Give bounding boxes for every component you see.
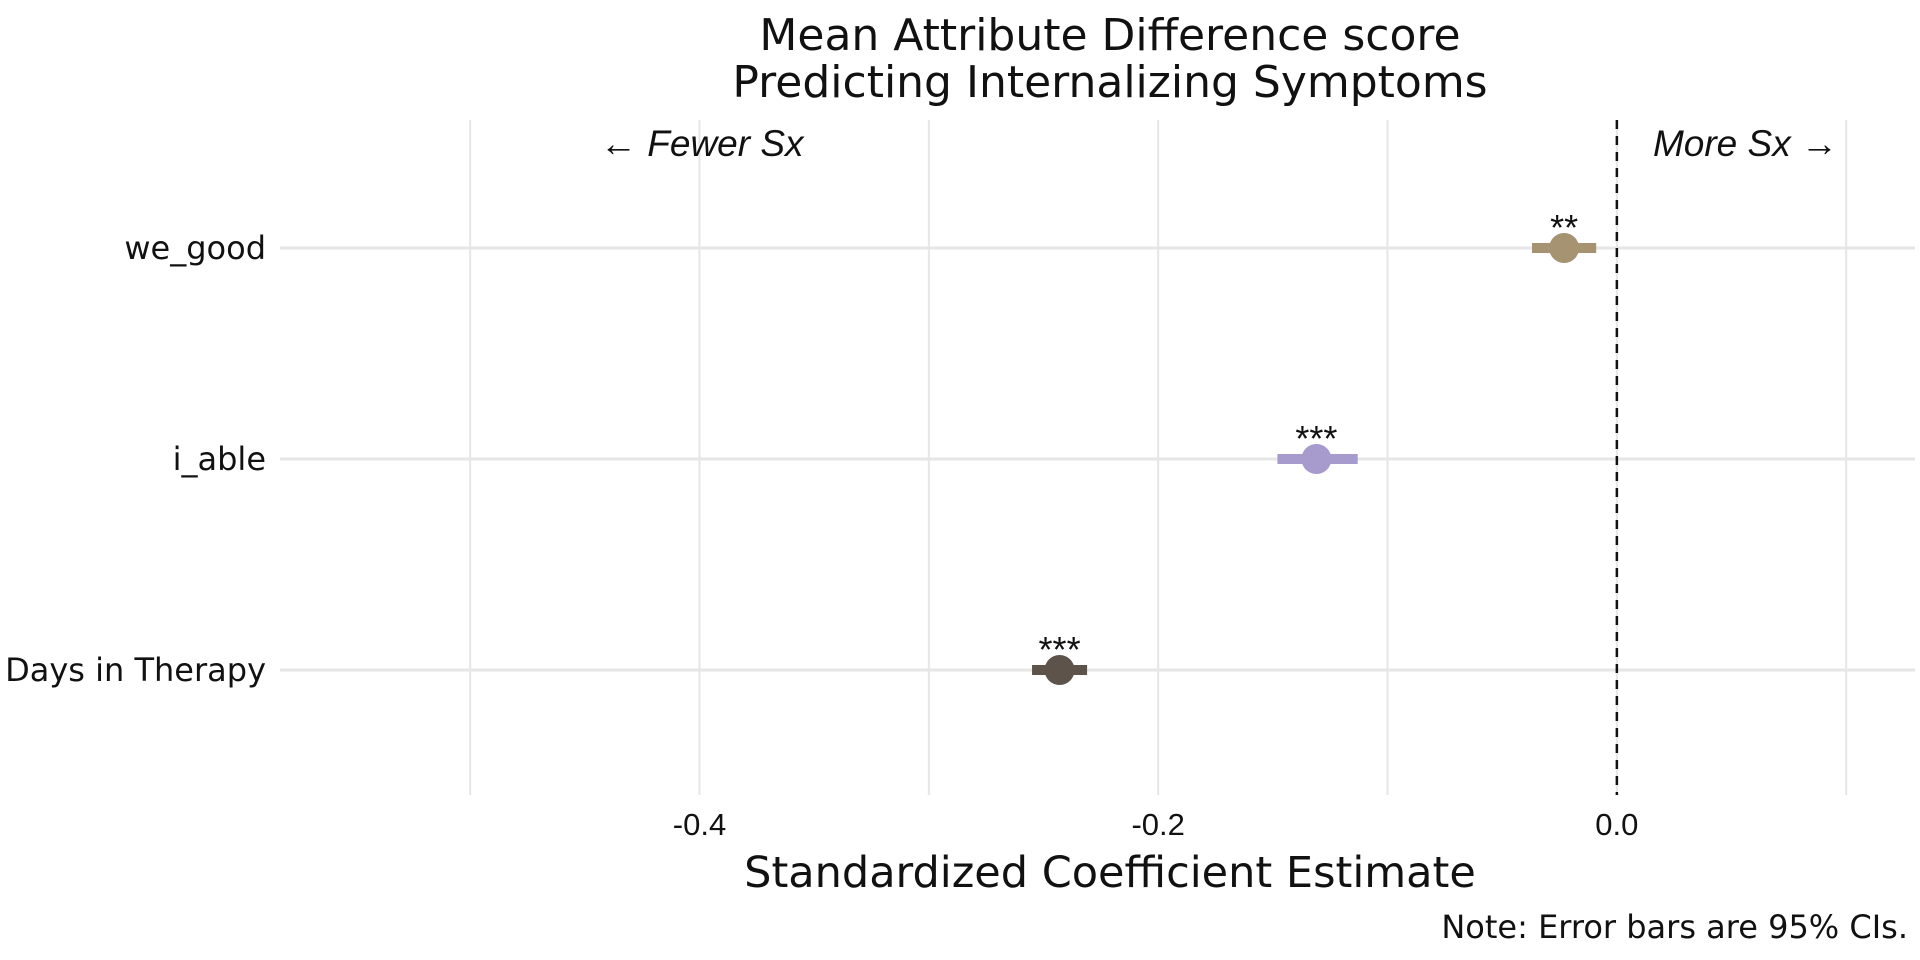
point-estimate [1549,233,1580,263]
y-category-label: Days in Therapy [5,651,266,689]
grid-layer [280,120,1915,795]
x-tick-label: -0.2 [1131,807,1184,842]
significance-label: ** [1550,207,1578,248]
chart-title-line-1: Mean Attribute Difference score [759,10,1460,61]
significance-label: *** [1295,418,1337,459]
y-category-label: we_good [124,229,266,267]
x-axis-label: Standardized Coefficient Estimate [744,848,1476,898]
point-estimate [1044,655,1075,685]
chart-note: Note: Error bars are 95% CIs. [1441,908,1908,946]
marks-layer: -0.4 -0.2 0.0 we_good i_able Days in Therapy *… [5,207,1638,842]
chart-title-line-2: Predicting Internalizing Symptoms [732,57,1487,108]
x-tick-label: 0.0 [1595,807,1638,842]
point-estimate [1301,444,1332,474]
significance-label: *** [1039,629,1081,670]
y-category-label: i_able [173,440,266,478]
annotation-fewer-symptoms: ← Fewer Sx [600,123,805,164]
x-tick-label: -0.4 [673,807,726,842]
annotation-more-symptoms: More Sx → [1653,123,1838,164]
